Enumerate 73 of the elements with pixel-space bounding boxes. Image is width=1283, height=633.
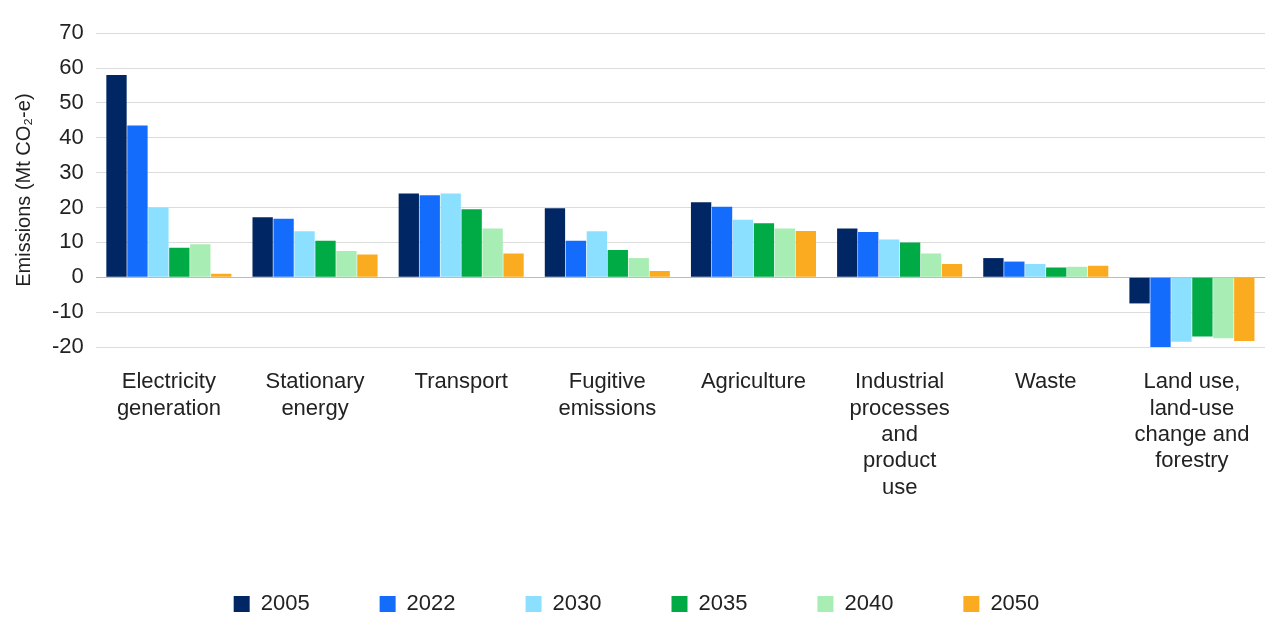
y-tick-label: 20 (59, 193, 84, 219)
bar (1004, 261, 1025, 277)
bar (1213, 277, 1234, 339)
bar (315, 240, 336, 277)
y-tick-label: 40 (59, 123, 84, 149)
y-tick-label: 60 (59, 54, 84, 80)
bar (503, 253, 524, 277)
bar (1234, 277, 1255, 342)
bar (190, 244, 211, 277)
bar (899, 242, 921, 277)
bar (565, 240, 587, 277)
x-tick-label: Agriculture (700, 368, 807, 394)
bar (398, 193, 419, 277)
bar (544, 208, 566, 277)
bar (920, 253, 942, 277)
bar (732, 219, 754, 277)
bar (1129, 277, 1150, 304)
legend-label: 2022 (406, 590, 456, 616)
bar (211, 273, 232, 277)
x-tick-label: Stationary energy (265, 368, 365, 420)
bar (774, 228, 796, 277)
bar (461, 209, 482, 277)
x-tick-label: Fugitive emissions (558, 368, 657, 420)
y-tick-label: 0 (71, 263, 84, 289)
y-tick-label: -10 (52, 298, 84, 324)
legend-label: 2005 (260, 590, 310, 616)
y-tick-label: 30 (59, 158, 84, 184)
bar (169, 247, 190, 277)
x-tick-label: Waste (1015, 368, 1077, 394)
legend-label: 2050 (990, 590, 1040, 616)
bar (1025, 264, 1046, 277)
bar (1192, 277, 1213, 337)
bar (357, 254, 378, 277)
bar (711, 206, 733, 277)
legend-label: 2040 (844, 590, 894, 616)
bar (983, 258, 1004, 277)
x-tick-label: Transport (414, 368, 508, 394)
bar (795, 230, 816, 277)
bar (1046, 267, 1067, 277)
legend-label: 2030 (552, 590, 602, 616)
bar (858, 231, 879, 277)
bar (628, 258, 649, 277)
x-tick-label: Industrial processes and product use (849, 368, 950, 499)
y-tick-label: 10 (59, 228, 84, 254)
bar (586, 231, 608, 277)
bar (419, 195, 440, 277)
bar (1087, 265, 1109, 277)
bar (941, 264, 963, 277)
bar (294, 231, 315, 277)
bar (273, 218, 294, 277)
bar (148, 207, 169, 277)
bar (336, 251, 357, 277)
y-tick-label: 70 (59, 19, 84, 45)
bar (482, 228, 503, 277)
bar (1150, 277, 1171, 347)
bar (252, 217, 273, 277)
y-axis-title: Emissions (Mt CO₂-e) (11, 93, 34, 287)
bar (690, 202, 712, 277)
bar (1171, 277, 1192, 342)
bar (878, 239, 900, 277)
y-tick-label: 50 (59, 89, 84, 114)
bar (753, 223, 775, 277)
bar (106, 75, 127, 277)
bar (837, 228, 858, 277)
bar (127, 125, 148, 277)
x-tick-label: Electricity generation (116, 368, 221, 420)
bar (440, 193, 461, 277)
bar (1067, 266, 1088, 277)
bar (649, 270, 670, 277)
y-tick-label: -20 (52, 333, 84, 359)
legend-label: 2035 (698, 590, 748, 616)
bar (607, 250, 628, 277)
x-tick-label: Land use, land-use change and forestry (1134, 368, 1250, 473)
